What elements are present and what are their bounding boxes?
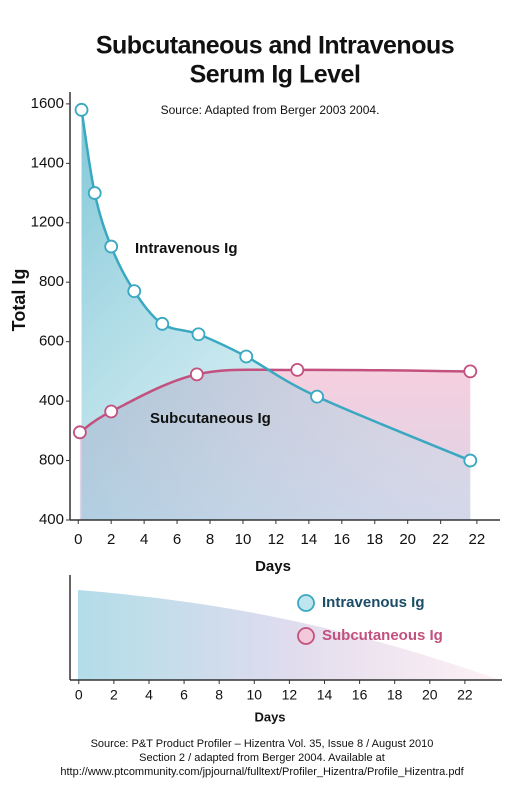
x-tick-label: 22 xyxy=(469,531,486,548)
point xyxy=(127,284,142,299)
series-label: Intravenous Ig xyxy=(135,240,238,257)
point xyxy=(310,389,324,404)
x-tick-label: 14 xyxy=(301,531,318,548)
x-tick-label: 22 xyxy=(432,531,449,548)
x-tick-label: 20 xyxy=(422,687,438,703)
point xyxy=(189,367,204,382)
x-tick-label: 16 xyxy=(352,687,368,703)
x-tick-label: 0 xyxy=(75,687,83,703)
chart-title: Subcutaneous and Intravenous xyxy=(96,32,454,60)
x-tick-label: 20 xyxy=(399,531,416,548)
y-tick-label: 1200 xyxy=(31,214,64,231)
x-tick-label: 6 xyxy=(173,531,181,548)
y-tick-label: 800 xyxy=(39,452,64,469)
x-tick-label: 4 xyxy=(145,687,153,703)
x-tick-label: 4 xyxy=(140,531,148,548)
x-tick-label: 2 xyxy=(110,687,118,703)
footer: Source: P&T Product Profiler – Hizentra … xyxy=(91,738,434,750)
x-tick-label: 18 xyxy=(366,531,383,548)
footer: http://www.ptcommunity.com/jpjournal/ful… xyxy=(60,766,464,778)
x-tick-label: 8 xyxy=(215,687,223,703)
x-tick-label: 22 xyxy=(457,687,473,703)
x-tick-label: 2 xyxy=(107,531,115,548)
x-tick-label: 10 xyxy=(246,687,262,703)
point xyxy=(191,327,206,342)
x-tick-label: 10 xyxy=(235,531,252,548)
point xyxy=(290,363,305,377)
point xyxy=(72,425,87,440)
x-tick-label: 16 xyxy=(333,531,350,548)
y-axis-label: Total Ig xyxy=(9,269,29,332)
x-tick-label: 18 xyxy=(387,687,403,703)
legend-marker xyxy=(297,594,315,612)
point xyxy=(463,364,478,379)
point xyxy=(74,102,89,117)
decor-area xyxy=(78,590,500,680)
legend-label: Subcutaneous Ig xyxy=(322,627,443,644)
point xyxy=(155,316,170,331)
plot xyxy=(72,102,478,520)
legend-label: Intravenous Ig xyxy=(322,594,425,611)
subtitle: Source: Adapted from Berger 2003 2004. xyxy=(161,103,380,117)
y-tick-label: 600 xyxy=(39,333,64,350)
x-axis-label: Days xyxy=(254,709,285,724)
y-tick-label: 400 xyxy=(39,511,64,528)
area xyxy=(81,109,471,520)
y-tick-label: 1600 xyxy=(31,95,64,112)
point xyxy=(463,453,478,468)
point xyxy=(239,349,254,364)
point xyxy=(104,404,119,419)
chart-title: Serum Ig Level xyxy=(190,61,361,89)
legend-marker xyxy=(297,627,315,645)
x-axis-label: Days xyxy=(255,558,291,575)
y-tick-label: 400 xyxy=(39,392,64,409)
x-tick-label: 12 xyxy=(282,687,298,703)
y-tick-label: 1400 xyxy=(31,154,64,171)
y-tick-label: 800 xyxy=(39,273,64,290)
x-tick-label: 8 xyxy=(206,531,214,548)
point xyxy=(104,239,119,254)
footer: Section 2 / adapted from Berger 2004. Av… xyxy=(139,752,385,764)
x-tick-label: 14 xyxy=(317,687,333,703)
x-tick-label: 12 xyxy=(268,531,285,548)
series-label: Subcutaneous Ig xyxy=(150,410,271,427)
x-tick-label: 0 xyxy=(74,531,82,548)
x-tick-label: 6 xyxy=(180,687,188,703)
point xyxy=(87,186,102,200)
